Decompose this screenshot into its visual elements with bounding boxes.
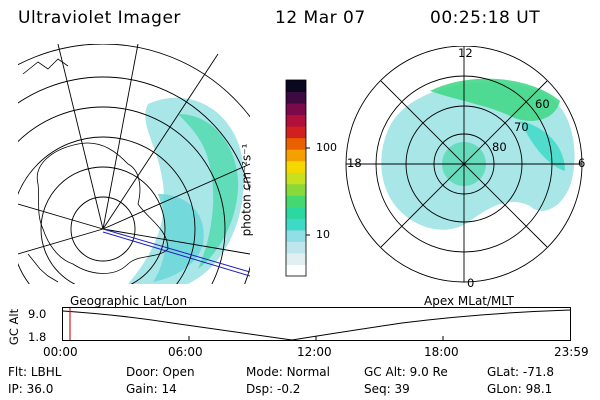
altitude-plot-frame xyxy=(62,307,571,341)
colorbar-frame xyxy=(285,79,307,277)
colorbar-band xyxy=(286,126,306,139)
colorbar-band xyxy=(286,264,306,277)
satellite-track xyxy=(102,228,250,273)
status-seq-value: 39 xyxy=(394,382,410,396)
status-flt-key: Flt: xyxy=(8,365,27,379)
right-map-caption: Apex MLat/MLT xyxy=(424,294,514,308)
status-gc-alt-value: 9.0 Re xyxy=(409,365,448,379)
colorbar xyxy=(285,79,310,277)
altitude-plot xyxy=(62,307,571,341)
mlat-label-80: 80 xyxy=(492,140,507,154)
status-gain: Gain: 14 xyxy=(126,382,177,396)
colorbar-band xyxy=(286,103,306,116)
status-flt-value: LBHL xyxy=(30,365,62,379)
status-mode-value: Normal xyxy=(286,365,330,379)
aurora-oval-dawn xyxy=(520,121,565,171)
mlt-label-0: 0 xyxy=(467,276,475,290)
status-seq-key: Seq: xyxy=(364,382,391,396)
colorbar-band xyxy=(286,252,306,265)
altitude-tick-1-8: 1.8 xyxy=(28,330,47,344)
aurora-emission-core xyxy=(153,194,204,282)
altitude-tick-9: 9.0 xyxy=(28,307,47,321)
geographic-map xyxy=(18,44,250,284)
colorbar-scale xyxy=(286,80,306,277)
status-gain-key: Gain: xyxy=(126,382,158,396)
status-dsp-key: Dsp: xyxy=(246,382,274,396)
aurora-oval-bright xyxy=(430,78,560,121)
status-door-value: Open xyxy=(162,365,195,379)
left-map-caption: Geographic Lat/Lon xyxy=(70,294,188,308)
coastline-2 xyxy=(27,253,59,283)
altitude-x-ticks xyxy=(188,336,444,340)
time-label: 00:25:18 UT xyxy=(430,8,541,28)
status-glon: GLon: 98.1 xyxy=(487,382,552,396)
time-tick-0600: 06:00 xyxy=(168,345,203,359)
status-ip-value: 36.0 xyxy=(26,382,54,396)
status-gc-alt-key: GC Alt: xyxy=(364,365,406,379)
status-dsp-value: -0.2 xyxy=(276,382,301,396)
meridians xyxy=(18,44,250,255)
time-tick-2359: 23:59 xyxy=(554,345,589,359)
continent-outline xyxy=(36,142,169,274)
mlt-meridians xyxy=(346,46,582,282)
status-gain-value: 14 xyxy=(161,382,177,396)
colorbar-band xyxy=(286,183,306,196)
colorbar-band xyxy=(286,218,306,231)
colorbar-band xyxy=(286,114,306,127)
status-ip-key: IP: xyxy=(8,382,23,396)
status-flt: Flt: LBHL xyxy=(8,365,61,379)
time-tick-1800: 18:00 xyxy=(424,345,459,359)
magnetic-polar-map xyxy=(345,46,583,283)
status-glon-key: GLon: xyxy=(487,382,522,396)
status-mode-key: Mode: xyxy=(246,365,283,379)
mlt-label-12: 12 xyxy=(458,46,473,60)
aurora-emission-bright xyxy=(178,114,239,269)
status-glat: GLat: -71.8 xyxy=(487,365,554,379)
colorbar-band xyxy=(286,172,306,185)
altitude-curve xyxy=(62,309,571,341)
status-gc-alt: GC Alt: 9.0 Re xyxy=(364,365,448,379)
status-glat-key: GLat: xyxy=(487,365,520,379)
mlt-label-18: 18 xyxy=(347,156,362,170)
instrument-title: Ultraviolet Imager xyxy=(18,8,181,28)
colorbar-band xyxy=(286,91,306,104)
status-mode: Mode: Normal xyxy=(246,365,330,379)
mlat-label-70: 70 xyxy=(514,120,529,134)
colorbar-band xyxy=(286,160,306,173)
mlat-label-60: 60 xyxy=(535,97,550,111)
colorbar-band xyxy=(286,137,306,150)
colorbar-band xyxy=(286,195,306,208)
colorbar-band xyxy=(286,241,306,254)
colorbar-band xyxy=(286,80,306,93)
status-door: Door: Open xyxy=(126,365,195,379)
coastline xyxy=(22,58,69,75)
satellite-track-2 xyxy=(102,231,250,277)
status-glat-value: -71.8 xyxy=(522,365,554,379)
colorbar-band xyxy=(286,206,306,219)
status-seq: Seq: 39 xyxy=(364,382,410,396)
colorbar-unit-label: photon cm⁻²s⁻¹ xyxy=(239,143,254,237)
colorbar-band xyxy=(286,149,306,162)
status-ip: IP: 36.0 xyxy=(8,382,53,396)
status-dsp: Dsp: -0.2 xyxy=(246,382,300,396)
time-tick-0000: 00:00 xyxy=(43,345,78,359)
mlt-label-6: 6 xyxy=(578,156,586,170)
status-door-key: Door: xyxy=(126,365,159,379)
time-tick-1200: 12:00 xyxy=(297,345,332,359)
colorbar-band xyxy=(286,229,306,242)
latitude-circles xyxy=(18,44,250,284)
colorbar-tick-label-100: 100 xyxy=(316,141,337,154)
altitude-axis-label: GC Alt xyxy=(7,308,22,346)
status-glon-value: 98.1 xyxy=(525,382,553,396)
date-label: 12 Mar 07 xyxy=(275,8,366,28)
colorbar-tick-label-10: 10 xyxy=(316,228,330,241)
